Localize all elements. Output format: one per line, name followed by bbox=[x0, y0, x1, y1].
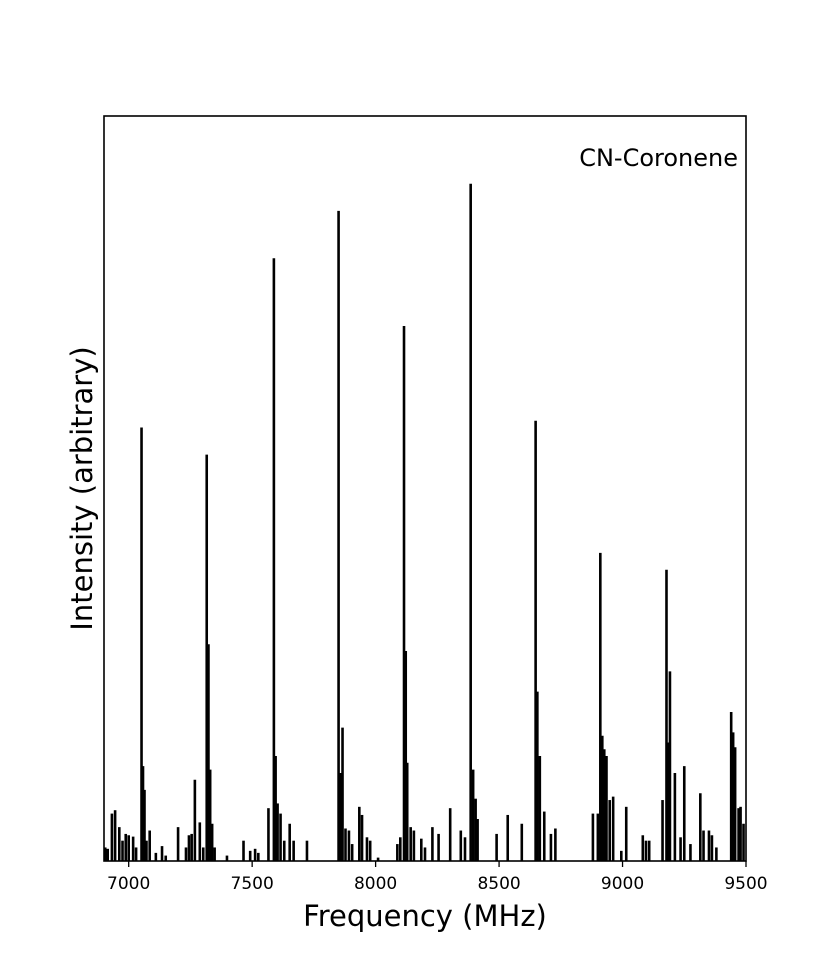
x-tick-label: 8000 bbox=[354, 874, 397, 894]
x-axis-label: Frequency (MHz) bbox=[303, 899, 547, 933]
x-tick-label: 8500 bbox=[477, 874, 520, 894]
plot-area-frame bbox=[103, 115, 747, 862]
y-axis-label: Intensity (arbitrary) bbox=[65, 346, 99, 630]
x-tick-label: 7000 bbox=[107, 874, 150, 894]
chart-annotation: CN-Coronene bbox=[579, 144, 738, 172]
x-axis-ticks: 7000 7500 8000 8500 9000 9500 bbox=[107, 861, 768, 894]
x-tick-label: 9000 bbox=[601, 874, 644, 894]
x-tick-label: 9500 bbox=[724, 874, 767, 894]
spectral-lines bbox=[103, 183, 745, 861]
x-tick-label: 7500 bbox=[231, 874, 274, 894]
